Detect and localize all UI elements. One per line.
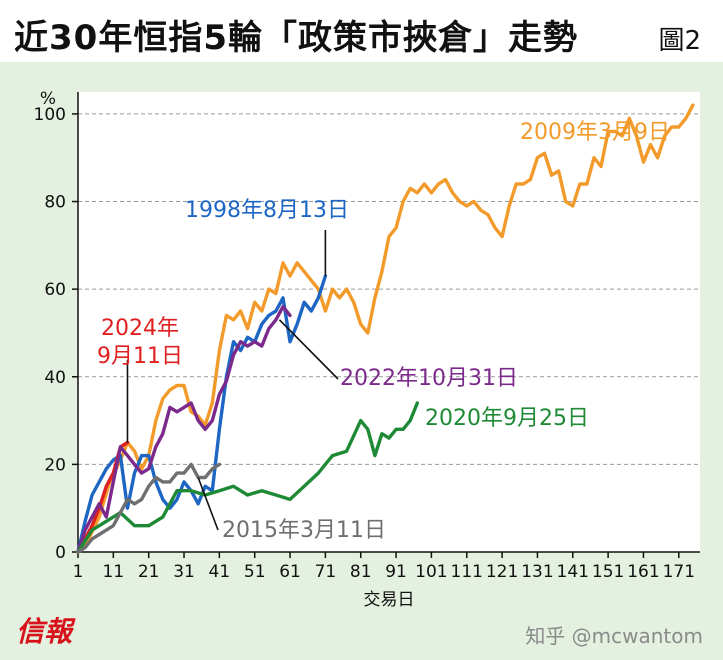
x-tick-label-1: 1 bbox=[73, 562, 84, 582]
figure-label: 圖2 bbox=[658, 26, 701, 56]
y-axis-label: % bbox=[40, 89, 56, 109]
xinbao-logo: 信報 bbox=[16, 615, 73, 648]
series-line-0 bbox=[76, 103, 695, 554]
x-tick-label-151: 151 bbox=[592, 562, 624, 582]
x-tick-label-21: 21 bbox=[138, 562, 160, 582]
header: 近30年恒指5輪「政策市挾倉」走勢 圖2 bbox=[0, 0, 723, 62]
annotation-leader-3 bbox=[278, 319, 339, 380]
x-tick-label-161: 161 bbox=[627, 562, 659, 582]
series-line-4 bbox=[76, 401, 419, 554]
annotation-label-3: 2022年10月31日 bbox=[340, 366, 518, 391]
series-line-5 bbox=[76, 462, 222, 554]
x-tick-label-111: 111 bbox=[451, 562, 483, 582]
y-tick-label-60: 60 bbox=[44, 280, 66, 300]
watermark: 知乎 @mcwantom bbox=[525, 624, 703, 648]
x-tick-label-141: 141 bbox=[557, 562, 589, 582]
annotation-line: 2020年9月25日 bbox=[425, 406, 589, 431]
chart-panel: 0 20 40 60 80 100% 1 11 21 31 41 51 61 71 81 91 101 111 12… bbox=[0, 62, 723, 660]
y-tick-label-80: 80 bbox=[44, 193, 66, 213]
annotation-label-0: 2009年3月9日 bbox=[520, 120, 670, 145]
chart-title: 近30年恒指5輪「政策市挾倉」走勢 bbox=[14, 18, 578, 58]
annotation-label-5: 2015年3月11日 bbox=[222, 518, 386, 543]
annotation-label-1: 1998年8月13日 bbox=[185, 198, 349, 223]
annotation-line: 2015年3月11日 bbox=[222, 518, 386, 543]
annotation-line: 2024年 bbox=[101, 316, 179, 341]
y-tick-label-40: 40 bbox=[44, 368, 66, 388]
y-tick-label-0: 0 bbox=[55, 543, 66, 563]
grid bbox=[78, 92, 700, 552]
annotation-line: 2009年3月9日 bbox=[520, 120, 670, 145]
x-tick-label-131: 131 bbox=[521, 562, 553, 582]
x-tick-label-71: 71 bbox=[315, 562, 337, 582]
x-tick-label-61: 61 bbox=[279, 562, 301, 582]
x-tick-label-11: 11 bbox=[103, 562, 125, 582]
annotation-line: 2022年10月31日 bbox=[340, 366, 518, 391]
y-tick-label-20: 20 bbox=[44, 455, 66, 475]
x-axis-label: 交易日 bbox=[364, 590, 415, 610]
x-tick-label-171: 171 bbox=[663, 562, 695, 582]
annotation-leader-5 bbox=[197, 477, 219, 531]
y-tick-label-100: 100 bbox=[34, 105, 66, 125]
annotations: 2009年3月9日 1998年8月13日 2024年 9月11日 2022年10月31日… bbox=[97, 120, 670, 543]
annotation-line: 1998年8月13日 bbox=[185, 198, 349, 223]
x-tick-label-81: 81 bbox=[350, 562, 372, 582]
x-tick-label-91: 91 bbox=[385, 562, 407, 582]
plot-area bbox=[78, 92, 700, 552]
x-tick-label-31: 31 bbox=[173, 562, 195, 582]
series-lines bbox=[76, 103, 695, 554]
x-tick-label-51: 51 bbox=[244, 562, 266, 582]
annotation-line: 9月11日 bbox=[97, 344, 183, 369]
annotation-label-2: 2024年 9月11日 bbox=[97, 316, 183, 369]
x-tick-label-121: 121 bbox=[486, 562, 518, 582]
series-line-3 bbox=[76, 304, 292, 554]
x-tick-label-41: 41 bbox=[209, 562, 231, 582]
annotation-label-4: 2020年9月25日 bbox=[425, 406, 589, 431]
x-tick-label-101: 101 bbox=[415, 562, 447, 582]
